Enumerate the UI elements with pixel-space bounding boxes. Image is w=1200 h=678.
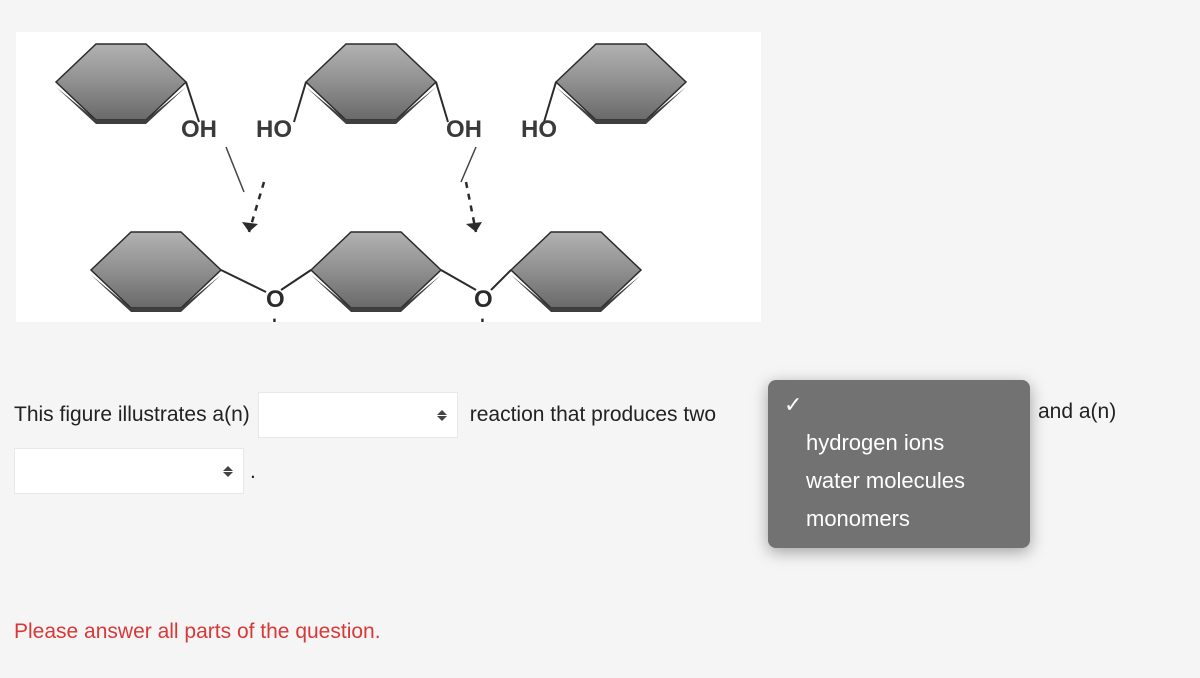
arrow-1 xyxy=(242,182,264,232)
hexagon-bottom-3 xyxy=(511,232,641,312)
label-plus-1: + xyxy=(268,312,281,322)
label-ho-1: HO xyxy=(256,116,292,143)
hexagon-top-3 xyxy=(544,44,686,124)
dropdown-option-label: monomers xyxy=(806,506,1016,532)
hexagon-top-2 xyxy=(294,44,448,124)
arrow-2 xyxy=(466,182,482,232)
hexagon-bottom-2 xyxy=(311,232,441,312)
label-plus-2: + xyxy=(476,312,489,322)
question-period: . xyxy=(250,460,256,484)
chemistry-figure-svg: OH HO OH HO O xyxy=(16,32,761,322)
label-oh-2: OH xyxy=(446,116,482,143)
checkmark-icon: ✓ xyxy=(784,392,806,418)
label-o-2: O xyxy=(474,286,493,313)
question-text-before: This figure illustrates a(n) xyxy=(14,403,250,427)
reaction-type-select[interactable] xyxy=(258,392,458,438)
validation-error-message: Please answer all parts of the question. xyxy=(14,620,381,644)
hexagon-top-1 xyxy=(56,44,199,124)
updown-caret-icon xyxy=(223,464,233,478)
label-ho-2: HO xyxy=(521,116,557,143)
produces-select-dropdown[interactable]: ✓ hydrogen ions water molecules monomers xyxy=(768,380,1030,548)
updown-caret-icon xyxy=(437,408,447,422)
label-oh-1: OH xyxy=(181,116,217,143)
question-text-mid: reaction that produces two xyxy=(470,403,716,427)
hexagon-bottom-1 xyxy=(91,232,221,312)
dropdown-option-label: water molecules xyxy=(806,468,1016,494)
chemistry-figure: OH HO OH HO O xyxy=(16,32,761,322)
product-type-select[interactable] xyxy=(14,448,244,494)
question-text-after: and a(n) xyxy=(1038,400,1116,424)
dropdown-option-blank[interactable]: ✓ xyxy=(768,386,1030,424)
dropdown-option-hydrogen-ions[interactable]: hydrogen ions xyxy=(768,424,1030,462)
label-o-1: O xyxy=(266,286,285,313)
dropdown-option-label: hydrogen ions xyxy=(806,430,1016,456)
dropdown-option-water-molecules[interactable]: water molecules xyxy=(768,462,1030,500)
question-line: This figure illustrates a(n) reaction th… xyxy=(14,392,716,438)
dropdown-option-monomers[interactable]: monomers xyxy=(768,500,1030,538)
